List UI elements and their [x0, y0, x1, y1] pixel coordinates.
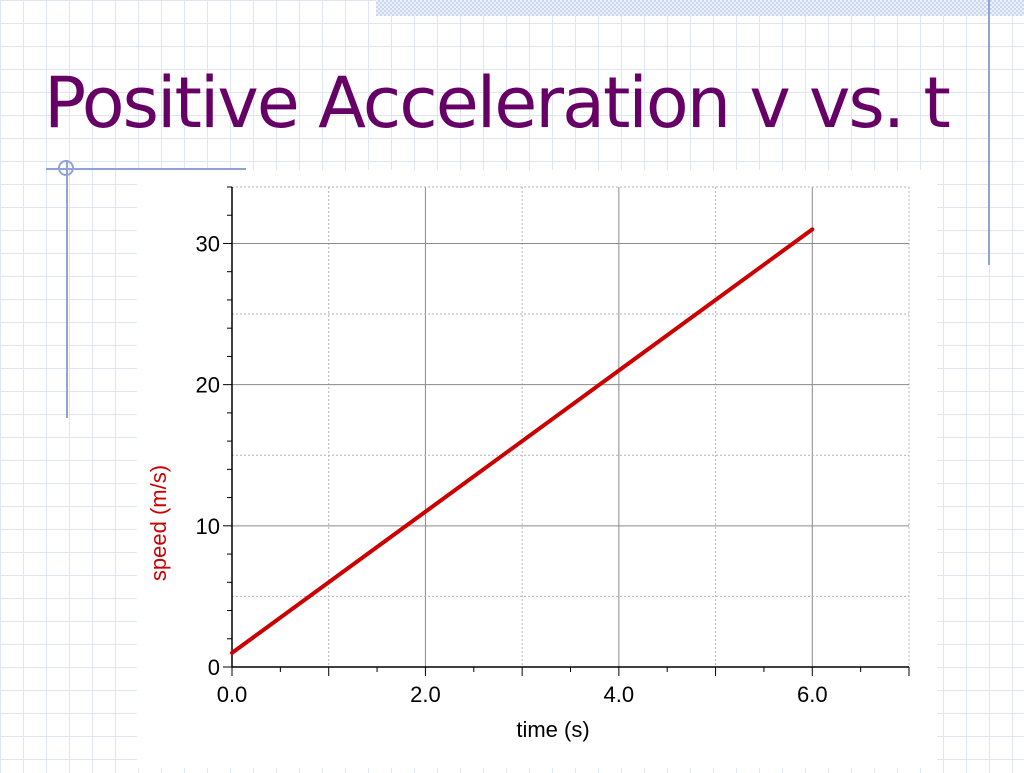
- velocity-time-chart: 0.0 2.0 4.0 6.0 0 10 20 30 time (s) speed (m/s): [146, 186, 910, 742]
- slide-title: Positive Acceleration v vs. t: [44, 62, 951, 144]
- x-tick-label: 4.0: [604, 682, 635, 707]
- right-border-line: [988, 0, 990, 265]
- tick-labels: 0.0 2.0 4.0 6.0 0 10 20 30: [196, 231, 828, 707]
- title-band-decoration: [376, 0, 1024, 16]
- y-tick-label: 30: [196, 231, 220, 256]
- grid-lines: [232, 186, 910, 667]
- x-tick-label: 0.0: [217, 682, 248, 707]
- speed-series-line: [230, 227, 815, 655]
- y-tick-label: 20: [196, 373, 220, 398]
- x-tick-label: 2.0: [410, 682, 441, 707]
- y-tick-label: 0: [208, 655, 220, 680]
- axes: [223, 186, 910, 676]
- x-axis-label: time (s): [516, 717, 589, 742]
- y-axis-label: speed (m/s): [146, 465, 171, 581]
- y-tick-label: 10: [196, 514, 220, 539]
- series-layer: [230, 227, 815, 655]
- x-tick-label: 6.0: [797, 682, 828, 707]
- circle-ornament-icon: [58, 160, 74, 176]
- left-vertical-rule: [66, 160, 68, 418]
- chart-panel: 0.0 2.0 4.0 6.0 0 10 20 30 time (s) speed (m/s): [137, 170, 937, 768]
- left-horizontal-rule: [46, 168, 246, 170]
